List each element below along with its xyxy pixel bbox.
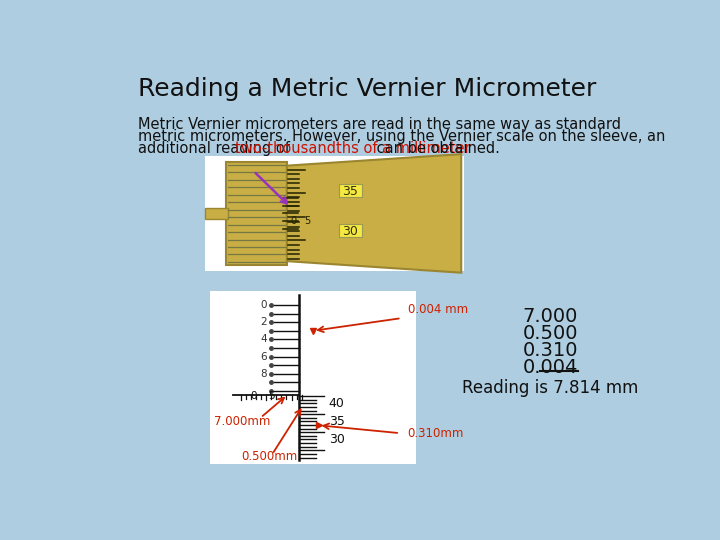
Bar bbox=[210, 291, 415, 464]
Bar bbox=[226, 162, 287, 265]
Text: 0.500mm: 0.500mm bbox=[241, 450, 297, 463]
Text: 0.004: 0.004 bbox=[523, 358, 578, 377]
Text: additional reading of: additional reading of bbox=[138, 141, 294, 156]
Text: can be obtained.: can be obtained. bbox=[372, 141, 500, 156]
Text: 0.500: 0.500 bbox=[523, 325, 578, 343]
Bar bbox=[204, 208, 228, 219]
FancyBboxPatch shape bbox=[339, 224, 361, 237]
Polygon shape bbox=[287, 154, 462, 273]
Text: 35: 35 bbox=[329, 415, 345, 428]
Text: 8: 8 bbox=[260, 369, 266, 379]
Text: 0: 0 bbox=[251, 392, 257, 401]
Bar bbox=[204, 156, 464, 271]
Text: 7.000mm: 7.000mm bbox=[214, 415, 271, 428]
Text: 0.310mm: 0.310mm bbox=[408, 427, 464, 440]
Text: 6: 6 bbox=[260, 352, 266, 361]
Text: two-thousandths of a millimeter: two-thousandths of a millimeter bbox=[235, 141, 471, 156]
Text: 0: 0 bbox=[291, 215, 297, 226]
Text: 30: 30 bbox=[343, 225, 359, 238]
Text: 35: 35 bbox=[343, 185, 359, 198]
Text: 5: 5 bbox=[304, 215, 310, 226]
FancyBboxPatch shape bbox=[339, 184, 361, 197]
Text: 5: 5 bbox=[269, 392, 275, 401]
Text: Reading a Metric Vernier Micrometer: Reading a Metric Vernier Micrometer bbox=[138, 77, 597, 102]
Text: 4: 4 bbox=[260, 334, 266, 345]
Text: Metric Vernier micrometers are read in the same way as standard: Metric Vernier micrometers are read in t… bbox=[138, 117, 621, 132]
Text: 2: 2 bbox=[260, 317, 266, 327]
Text: 30: 30 bbox=[329, 433, 345, 446]
Text: 0.004 mm: 0.004 mm bbox=[408, 303, 468, 316]
Text: 7.000: 7.000 bbox=[523, 307, 578, 326]
Text: 0.310: 0.310 bbox=[523, 341, 578, 360]
Text: 0: 0 bbox=[260, 300, 266, 310]
Text: 40: 40 bbox=[329, 397, 345, 410]
Text: metric micrometers. However, using the Vernier scale on the sleeve, an: metric micrometers. However, using the V… bbox=[138, 129, 665, 144]
Text: Reading is 7.814 mm: Reading is 7.814 mm bbox=[462, 379, 639, 397]
